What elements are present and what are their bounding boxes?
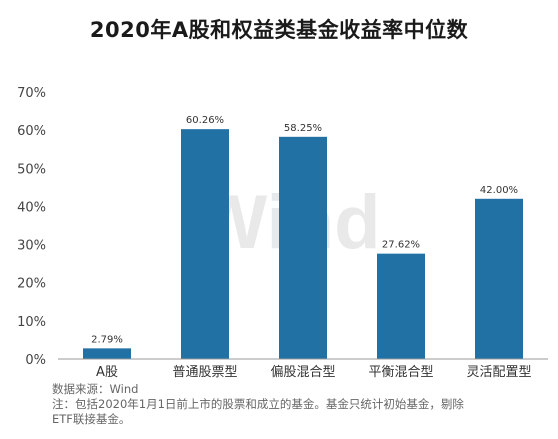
y-tick-label: 60% bbox=[17, 124, 46, 139]
footnote-line-2: ETF联接基金。 bbox=[52, 412, 131, 426]
bar bbox=[279, 136, 327, 359]
y-tick-label: 20% bbox=[17, 277, 46, 292]
bar bbox=[377, 253, 425, 359]
bar bbox=[83, 348, 131, 359]
x-tick-label: 偏股混合型 bbox=[270, 365, 335, 380]
footnote-line-1: 注：包括2020年1月1日前上市的股票和成立的基金。基金只统计初始基金，剔除 bbox=[52, 397, 464, 411]
data-label: 58.25% bbox=[284, 123, 322, 134]
y-tick-label: 30% bbox=[17, 239, 46, 254]
y-tick-label: 10% bbox=[17, 315, 46, 330]
y-tick-label: 50% bbox=[17, 162, 46, 177]
x-tick-label: 平衡混合型 bbox=[368, 365, 433, 380]
data-label: 60.26% bbox=[186, 115, 224, 126]
chart-notes: 数据来源：Wind 注：包括2020年1月1日前上市的股票和成立的基金。基金只统… bbox=[52, 382, 552, 427]
x-tick-label: 普通股票型 bbox=[172, 365, 237, 380]
bar bbox=[181, 129, 229, 359]
x-axis: A股 普通股票型 偏股混合型 平衡混合型 灵活配置型 bbox=[58, 358, 548, 380]
source-note: 数据来源：Wind bbox=[52, 382, 139, 396]
data-label: 27.62% bbox=[382, 240, 420, 251]
data-label: 2.79% bbox=[91, 334, 123, 345]
y-tick-label: 40% bbox=[17, 200, 46, 215]
bar-series: 2.79% 60.26% 58.25% 27.62% 42.00% bbox=[83, 115, 523, 359]
y-tick-label: 70% bbox=[17, 86, 46, 101]
data-label: 42.00% bbox=[480, 185, 518, 196]
y-axis: 0% 10% 20% 30% 40% 50% 60% 70% bbox=[17, 86, 46, 368]
x-tick-label: A股 bbox=[96, 365, 118, 380]
bar bbox=[475, 198, 523, 359]
x-tick-label: 灵活配置型 bbox=[466, 365, 531, 380]
y-tick-label: 0% bbox=[25, 353, 46, 368]
chart-title: 2020年A股和权益类基金收益率中位数 bbox=[89, 18, 469, 42]
